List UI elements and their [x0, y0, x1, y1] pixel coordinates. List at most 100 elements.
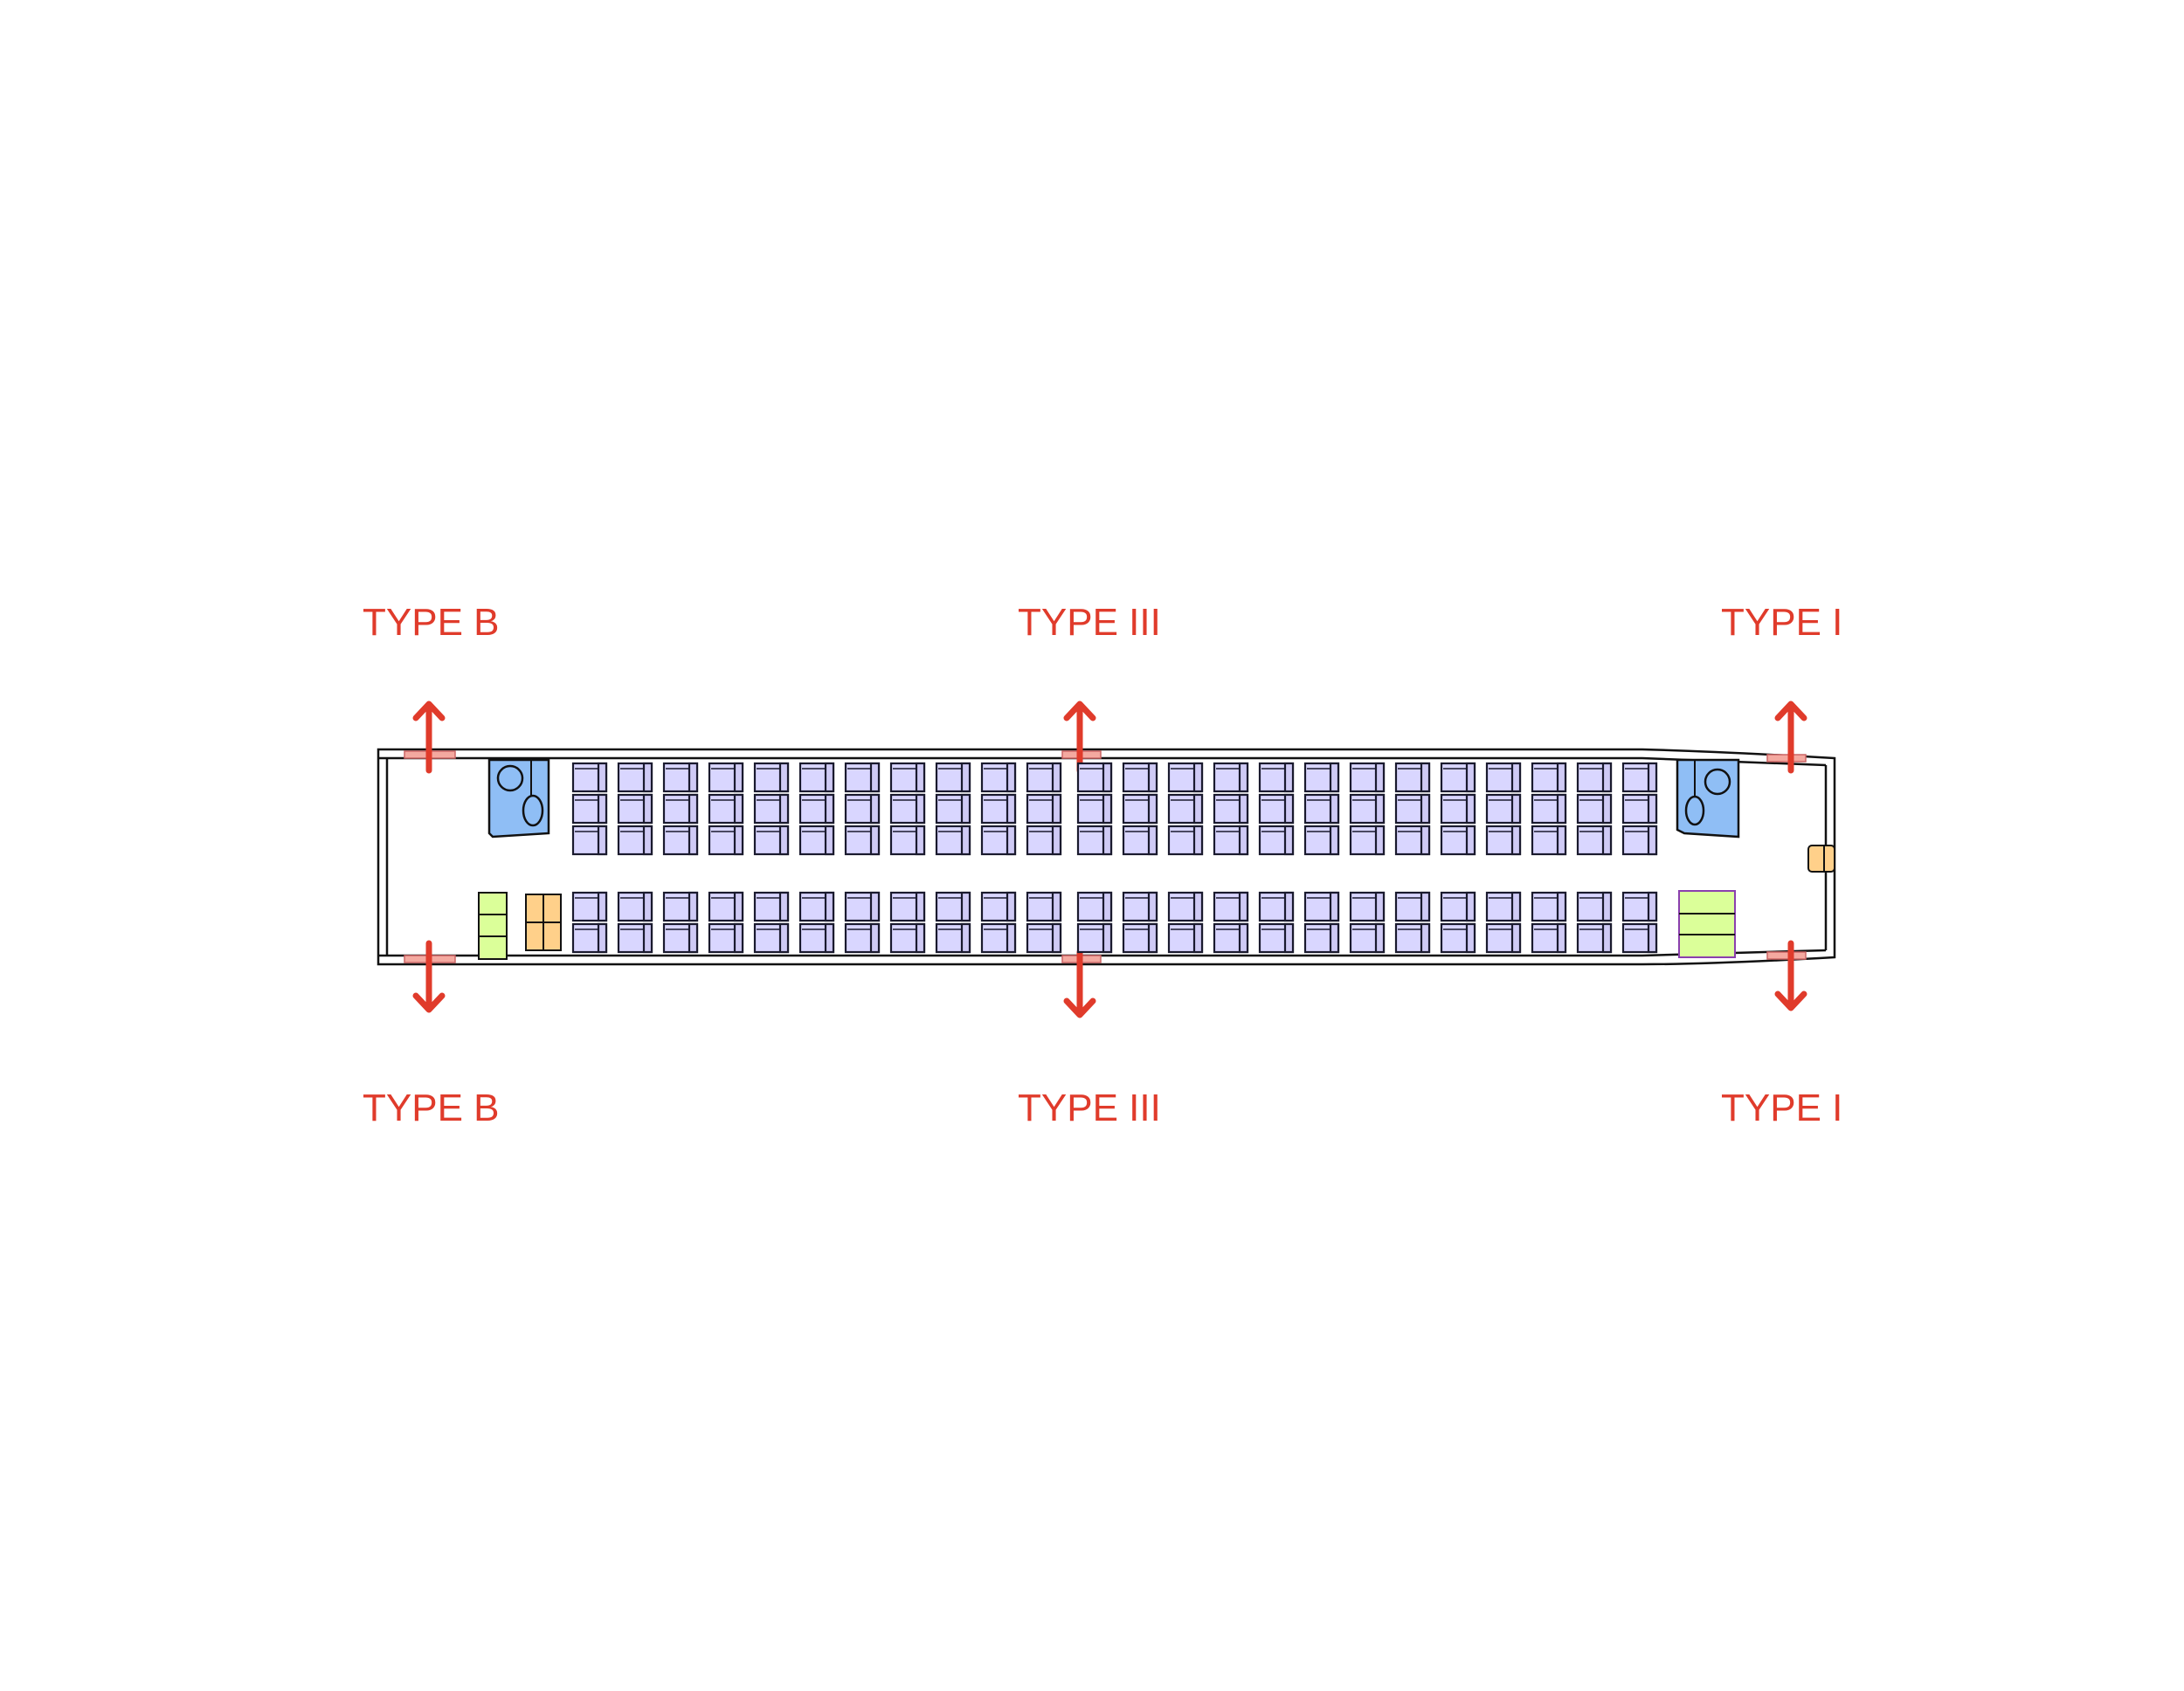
lavatory-aft [1676, 758, 1740, 839]
seat-right-r18-s1 [1349, 891, 1386, 922]
lavatory-forward [487, 758, 550, 839]
stowage-aft [1807, 845, 1835, 873]
seat-right-r12-s2 [1076, 922, 1113, 954]
seat-left-r2-s2 [617, 793, 653, 825]
seat-left-r9-s2 [935, 793, 971, 825]
seat-left-r23-s3 [1576, 825, 1613, 856]
seat-left-r5-s3 [753, 825, 790, 856]
exit-arrow-aft [1774, 701, 1807, 1011]
seat-block-right [571, 891, 1658, 954]
seat-right-r6-s2 [798, 922, 835, 954]
seat-right-r16-s2 [1258, 922, 1295, 954]
seat-right-r24-s2 [1621, 922, 1658, 954]
seat-right-r21-s1 [1485, 891, 1522, 922]
seat-left-r13-s2 [1122, 793, 1158, 825]
seat-right-r7-s2 [844, 922, 881, 954]
seat-left-r11-s3 [1026, 825, 1062, 856]
seat-left-r14-s1 [1167, 762, 1204, 793]
seat-right-r2-s1 [617, 891, 653, 922]
seat-left-r3-s2 [662, 793, 699, 825]
seat-right-r24-s1 [1621, 891, 1658, 922]
seat-right-r23-s2 [1576, 922, 1613, 954]
seat-left-r14-s3 [1167, 825, 1204, 856]
seat-right-r6-s1 [798, 891, 835, 922]
seat-left-r7-s2 [844, 793, 881, 825]
galley-forward [525, 894, 562, 951]
seat-left-r2-s3 [617, 825, 653, 856]
seat-right-r22-s1 [1531, 891, 1567, 922]
seat-right-r22-s2 [1531, 922, 1567, 954]
seat-right-r11-s2 [1026, 922, 1062, 954]
seat-right-r23-s1 [1576, 891, 1613, 922]
seat-right-r9-s1 [935, 891, 971, 922]
seat-left-r20-s2 [1440, 793, 1476, 825]
exit-label-overwing-top: TYPE III [1018, 601, 1161, 644]
seat-right-r1-s2 [571, 922, 608, 954]
seat-left-r6-s2 [798, 793, 835, 825]
galley-aft [1678, 890, 1736, 958]
seat-left-r1-s1 [571, 762, 608, 793]
seat-left-r21-s2 [1485, 793, 1522, 825]
seat-left-r3-s1 [662, 762, 699, 793]
seat-left-r5-s2 [753, 793, 790, 825]
seat-right-r12-s1 [1076, 891, 1113, 922]
seat-right-r19-s1 [1394, 891, 1431, 922]
seat-right-r5-s2 [753, 922, 790, 954]
seat-left-r20-s3 [1440, 825, 1476, 856]
seat-left-r19-s2 [1394, 793, 1431, 825]
seat-right-r1-s1 [571, 891, 608, 922]
seat-right-r10-s1 [980, 891, 1017, 922]
seat-left-r16-s2 [1258, 793, 1295, 825]
seat-left-r4-s3 [708, 825, 744, 856]
seat-left-r12-s1 [1076, 762, 1113, 793]
seat-left-r21-s1 [1485, 762, 1522, 793]
seat-left-r9-s1 [935, 762, 971, 793]
seat-left-r10-s2 [980, 793, 1017, 825]
seat-left-r15-s3 [1213, 825, 1249, 856]
seat-right-r19-s2 [1394, 922, 1431, 954]
seat-left-r15-s2 [1213, 793, 1249, 825]
seat-left-r17-s1 [1303, 762, 1340, 793]
seat-left-r20-s1 [1440, 762, 1476, 793]
seat-left-r17-s2 [1303, 793, 1340, 825]
exit-door-aft-right [1766, 951, 1807, 960]
seat-right-r13-s2 [1122, 922, 1158, 954]
seat-left-r9-s3 [935, 825, 971, 856]
seat-right-r4-s1 [708, 891, 744, 922]
exit-label-aft-bottom: TYPE I [1721, 1087, 1842, 1129]
seat-left-r22-s3 [1531, 825, 1567, 856]
seat-left-r19-s3 [1394, 825, 1431, 856]
seat-right-r14-s1 [1167, 891, 1204, 922]
seat-left-r8-s3 [889, 825, 926, 856]
seat-right-r18-s2 [1349, 922, 1386, 954]
exit-arrows [412, 701, 1807, 1018]
seat-left-r22-s2 [1531, 793, 1567, 825]
closet-forward [478, 892, 508, 960]
seat-right-r20-s2 [1440, 922, 1476, 954]
seat-right-r14-s2 [1167, 922, 1204, 954]
seat-left-r13-s3 [1122, 825, 1158, 856]
seat-left-r16-s1 [1258, 762, 1295, 793]
seat-left-r14-s2 [1167, 793, 1204, 825]
seat-left-r11-s1 [1026, 762, 1062, 793]
exit-door-aft-left [1766, 754, 1807, 763]
seat-left-r19-s1 [1394, 762, 1431, 793]
seat-left-r4-s2 [708, 793, 744, 825]
seat-left-r5-s1 [753, 762, 790, 793]
seat-left-r13-s1 [1122, 762, 1158, 793]
seat-left-r1-s2 [571, 793, 608, 825]
seat-right-r7-s1 [844, 891, 881, 922]
exit-label-forward-bottom: TYPE B [363, 1087, 500, 1129]
seat-left-r10-s1 [980, 762, 1017, 793]
seat-left-r24-s1 [1621, 762, 1658, 793]
seat-right-r3-s2 [662, 922, 699, 954]
seat-left-r1-s3 [571, 825, 608, 856]
seat-right-r17-s1 [1303, 891, 1340, 922]
seat-left-r21-s3 [1485, 825, 1522, 856]
exit-arrow-overwing [1063, 701, 1096, 1018]
exit-arrow-forward [412, 701, 446, 1013]
seat-right-r10-s2 [980, 922, 1017, 954]
seat-left-r10-s3 [980, 825, 1017, 856]
exit-label-forward-top: TYPE B [363, 601, 500, 644]
seat-right-r21-s2 [1485, 922, 1522, 954]
